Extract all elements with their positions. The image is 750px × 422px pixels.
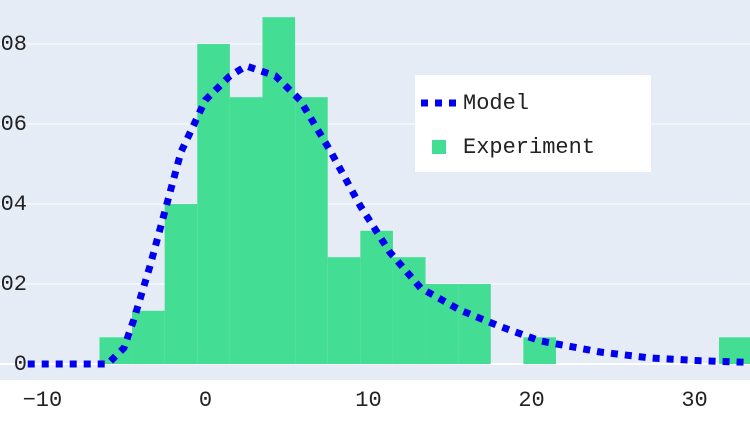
histogram-bar <box>458 284 491 364</box>
histogram-bar <box>327 257 361 364</box>
y-tick-label: 0 <box>14 352 27 377</box>
legend-box <box>415 75 651 172</box>
model-line <box>27 62 750 368</box>
histogram-bar <box>164 204 198 364</box>
y-tick-label: 0.06 <box>0 112 27 137</box>
histogram-bar <box>197 44 230 364</box>
histogram-bar <box>229 97 263 364</box>
histogram-bar <box>132 310 165 364</box>
x-tick-label: 0 <box>199 388 212 413</box>
y-tick-label: 0.04 <box>0 192 27 217</box>
y-tick-label: 0.08 <box>0 32 27 57</box>
x-tick-label: 20 <box>518 388 544 413</box>
histogram-bar <box>523 337 556 364</box>
histogram-bar <box>360 230 393 364</box>
x-tick-label: 30 <box>681 388 707 413</box>
x-tick-label: 10 <box>355 388 381 413</box>
histogram-bar <box>295 97 328 364</box>
x-tick-label: −10 <box>23 388 63 413</box>
histogram-bar <box>262 17 296 364</box>
y-tick-label: 0.02 <box>0 272 27 297</box>
legend-symbol <box>432 140 446 154</box>
legend-label: Experiment <box>463 135 595 160</box>
legend-label: Model <box>463 91 529 116</box>
